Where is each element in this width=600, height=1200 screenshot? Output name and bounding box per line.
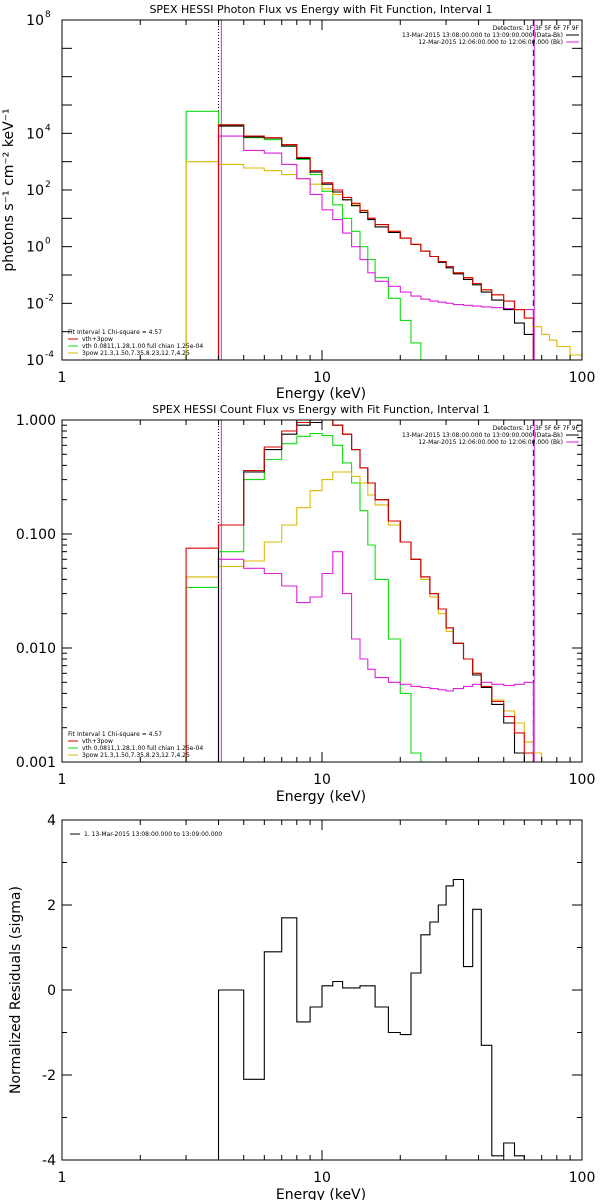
resid-x-tick-label: 10: [313, 1170, 331, 1186]
count-x-tick-label: 1: [58, 772, 67, 788]
photon-y-axis-label: photons s⁻¹ cm⁻² keV⁻¹: [1, 108, 17, 271]
count-y-tick-label: 0.010: [16, 641, 56, 657]
resid-y-tick-label: -4: [42, 1153, 56, 1169]
count-axes: 1 10 100 1.000 0.100 0.010 0.001 Detectors: 1F …: [16, 413, 595, 788]
count-flux-panel: SPEX HESSI Count Flux vs Energy with Fit…: [16, 403, 595, 805]
photon-y-tick-exponent: 8: [45, 10, 51, 20]
photon-y-tick-label: 10: [26, 183, 44, 199]
photon-y-tick-label: 10: [26, 240, 44, 256]
resid-x-tick-label: 100: [569, 1170, 596, 1186]
photon-y-tick-label: 10: [26, 296, 44, 312]
count-legend-entry: 13-Mar-2015 13:08:00.000 to 13:09:00.000…: [402, 432, 563, 439]
photon-flux-panel: SPEX HESSI Photon Flux vs Energy with Fi…: [1, 3, 595, 402]
count-y-tick-label: 1.000: [16, 413, 56, 429]
count-panel-title: SPEX HESSI Count Flux vs Energy with Fit…: [152, 403, 489, 416]
resid-legend-entry: 1. 13-Mar-2015 13:08:00.000 to 13:09:00.…: [84, 831, 222, 838]
photon-legend-entry: 13-Mar-2015 13:08:00.000 to 13:09:00.000…: [402, 32, 563, 39]
count-x-tick-label: 100: [569, 772, 596, 788]
count-fit-legend-entry: 3pow 21.3,1.50,7.35,8.23,12.7,4.25: [82, 752, 190, 759]
photon-legend-entry: 12-Mar-2015 12:06:00.000 to 12:06:00.000…: [418, 39, 563, 46]
resid-x-tick-label: 1: [58, 1170, 67, 1186]
resid-y-tick-label: -2: [42, 1068, 56, 1084]
photon-legend-entry: Detectors: 1F 3F 5F 6F 7F 9F: [493, 25, 580, 32]
resid-y-tick-label: 2: [47, 898, 56, 914]
count-fit-legend-entry: vth+3pow: [82, 738, 113, 745]
photon-panel-title: SPEX HESSI Photon Flux vs Energy with Fi…: [149, 3, 492, 16]
count-legend-entry: Detectors: 1F 3F 5F 6F 7F 9F: [493, 425, 580, 432]
count-x-axis-label: Energy (keV): [276, 789, 366, 805]
photon-y-tick-exponent: 4: [45, 123, 51, 133]
resid-y-tick-label: 0: [47, 983, 56, 999]
count-fit-legend-entry: Fit Interval 1 Chi-square = 4.57: [68, 731, 162, 738]
photon-y-tick-exponent: 2: [45, 180, 51, 190]
photon-x-tick-label: 100: [569, 370, 596, 386]
photon-x-tick-label: 1: [58, 370, 67, 386]
photon-x-axis-label: Energy (keV): [276, 386, 366, 402]
count-legend-entry: 12-Mar-2015 12:06:00.000 to 12:06:00.000…: [418, 439, 563, 446]
photon-y-tick-label: 10: [26, 13, 44, 29]
count-series-total: [185, 419, 534, 762]
photon-y-tick-exponent: -2: [45, 293, 54, 303]
photon-fit-legend-entry: vth 0.0811,1.28,1.00 full chian 1.25e-04: [82, 343, 203, 350]
photon-x-tick-label: 10: [313, 370, 331, 386]
photon-y-tick-label: 10: [26, 126, 44, 142]
count-y-tick-label: 0.001: [16, 755, 56, 771]
residuals-panel: 1 10 100 4 2 0 -2 -4 1. 13-Mar-2015 13:08:00.000…: [8, 813, 595, 1200]
photon-y-tick-label: 10: [26, 353, 44, 369]
photon-series-total: [217, 124, 534, 360]
count-series-vth: [185, 433, 422, 762]
count-x-tick-label: 10: [313, 772, 331, 788]
residuals-y-axis-label: Normalized Residuals (sigma): [8, 886, 24, 1094]
photon-fit-legend-entry: 3pow 21.3,1.50,7.35,8.23,12.7,4.25: [82, 350, 190, 357]
count-y-tick-label: 0.100: [16, 527, 56, 543]
residuals-x-axis-label: Energy (keV): [276, 1187, 366, 1200]
count-series-background_model: [217, 551, 534, 762]
resid-y-tick-label: 4: [47, 813, 56, 829]
residuals-axes: 1 10 100 4 2 0 -2 -4 1. 13-Mar-2015 13:08:00.000…: [42, 813, 595, 1186]
count-fit-legend-entry: vth 0.0811,1.28,1.00 full chian 1.25e-04: [82, 745, 203, 752]
photon-fit-legend-entry: Fit Interval 1 Chi-square = 4.57: [68, 329, 162, 336]
photon-series-background_model: [217, 135, 534, 360]
photon-y-tick-exponent: -4: [45, 350, 54, 360]
resid-series-data: [217, 878, 525, 1160]
photon-fit-legend-entry: vth+3pow: [82, 336, 113, 343]
photon-y-tick-exponent: 0: [45, 237, 51, 247]
